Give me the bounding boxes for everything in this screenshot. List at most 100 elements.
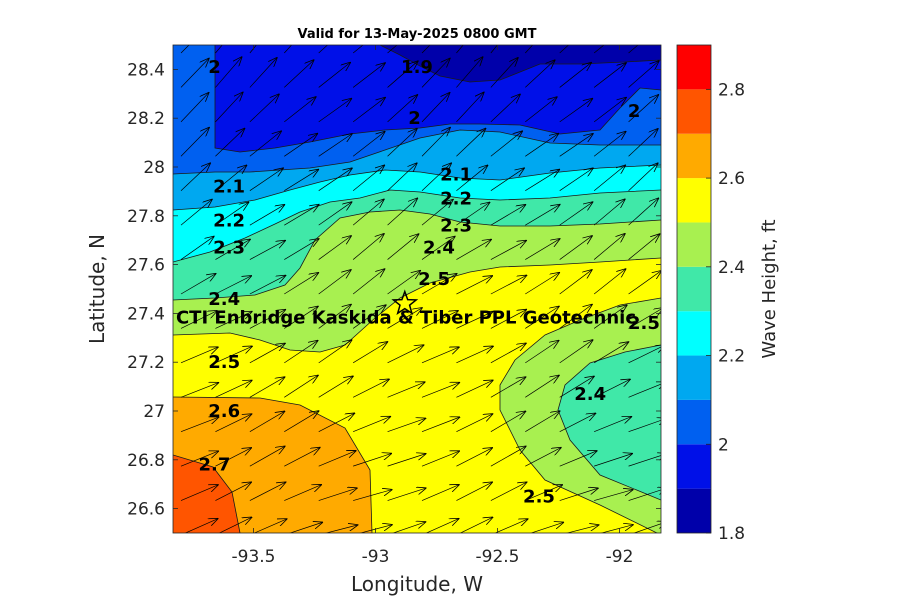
wave-direction-arrows xyxy=(180,45,661,533)
vector-arrow xyxy=(421,59,450,88)
vector-arrow xyxy=(318,99,352,123)
vector-arrow xyxy=(253,519,287,533)
vector-arrow xyxy=(318,413,355,433)
colorbar: 1.8 2 2.2 2.4 2.6 2.8 xyxy=(676,44,745,544)
contour-label: 2.4 xyxy=(208,289,240,310)
vector-arrow xyxy=(180,200,212,226)
vector-arrow xyxy=(180,417,218,433)
vector-arrow xyxy=(421,45,431,54)
vector-arrow xyxy=(387,198,418,226)
colorbar-segment xyxy=(677,355,711,400)
vector-arrow xyxy=(318,376,353,398)
vector-arrow xyxy=(249,241,285,260)
contour-label: 2.2 xyxy=(440,189,472,210)
vector-arrow xyxy=(559,270,592,295)
vector-arrow xyxy=(284,485,321,501)
vector-arrow xyxy=(628,198,659,226)
vector-arrow xyxy=(594,454,632,467)
vector-arrow xyxy=(387,488,426,501)
vector-arrow xyxy=(387,382,425,398)
vector-arrow xyxy=(421,274,457,295)
vector-arrow xyxy=(593,234,625,260)
vector-arrow xyxy=(284,239,318,260)
vector-arrow xyxy=(215,414,251,433)
vector-arrow xyxy=(628,271,661,295)
vector-arrow xyxy=(594,417,631,433)
contour-label: 2.5 xyxy=(523,486,555,507)
vector-arrow xyxy=(593,165,625,191)
vector-arrow xyxy=(218,517,251,533)
colorbar-tick-label: 2.8 xyxy=(718,80,745,100)
vector-arrow xyxy=(318,451,356,467)
vector-arrow xyxy=(594,490,632,501)
vector-arrow xyxy=(284,375,318,398)
vector-arrow xyxy=(318,236,351,260)
colorbar-tick-label: 1.8 xyxy=(718,524,745,544)
colorbar-segment xyxy=(677,444,711,489)
vector-arrow xyxy=(318,63,350,88)
vector-arrow xyxy=(421,163,451,191)
site-label: CTI Enbridge Kaskida & Tiber PPL Geotech… xyxy=(176,308,636,329)
vector-arrow xyxy=(284,448,319,467)
contour-label: 2 xyxy=(628,101,641,122)
y-tick-label: 27.8 xyxy=(127,207,165,227)
colorbar-tick-label: 2.2 xyxy=(718,347,745,367)
y-tick-label: 28.4 xyxy=(127,60,165,80)
contour-labels: 2 1.92 22.12.12.22.22.32.32.42.52.42.52.52… xyxy=(199,57,660,507)
x-axis: -93.5 -93 -92.5 -92 xyxy=(232,45,633,567)
vector-arrow xyxy=(249,310,285,329)
vector-arrow xyxy=(353,454,391,467)
vector-arrow xyxy=(490,275,526,295)
y-tick-label: 26.8 xyxy=(127,451,165,471)
vector-arrow xyxy=(525,341,558,364)
site-marker: CTI Enbridge Kaskida & Tiber PPL Geotech… xyxy=(176,289,636,329)
vector-arrow xyxy=(490,205,525,226)
colorbar-segment xyxy=(677,399,711,445)
contour-plot-area xyxy=(173,45,661,533)
vector-arrow xyxy=(490,131,522,157)
vector-arrow xyxy=(249,58,277,88)
vector-arrow xyxy=(215,93,242,123)
colorbar-segment xyxy=(677,222,711,267)
contour-label: 2.2 xyxy=(213,211,245,232)
vector-arrow xyxy=(490,482,527,501)
vector-arrow xyxy=(180,383,218,398)
vector-arrow xyxy=(387,95,418,123)
vector-arrow xyxy=(628,418,661,433)
plot-frame xyxy=(172,44,662,534)
vector-arrow xyxy=(456,276,492,295)
vector-arrow xyxy=(490,168,524,192)
vector-arrow xyxy=(525,170,559,192)
vector-arrow xyxy=(249,276,285,295)
vector-arrow xyxy=(421,93,450,123)
vector-arrow xyxy=(628,454,661,467)
vector-arrow xyxy=(215,346,251,364)
vector-arrow xyxy=(249,446,285,467)
vector-arrow xyxy=(490,45,498,54)
colorbar-segment xyxy=(677,488,711,533)
vector-arrow xyxy=(353,417,390,433)
vector-arrow xyxy=(490,343,526,364)
vector-arrow xyxy=(318,45,329,54)
vector-arrow xyxy=(421,451,459,467)
vector-arrow xyxy=(628,163,658,191)
vector-arrow xyxy=(352,165,384,191)
vector-arrow xyxy=(559,168,593,192)
vector-arrow xyxy=(249,45,257,54)
vector-arrow xyxy=(421,237,455,260)
vector-arrow xyxy=(215,165,246,191)
x-tick-label: -93 xyxy=(362,547,390,567)
vector-arrow xyxy=(559,413,596,433)
vector-arrow xyxy=(456,165,487,191)
vector-arrow xyxy=(249,343,285,364)
vector-arrow xyxy=(628,129,658,157)
vector-arrow xyxy=(525,307,558,329)
vector-arrow xyxy=(490,58,518,88)
colorbar-segment xyxy=(677,45,711,90)
contour-label: 2.5 xyxy=(208,352,240,373)
vector-arrow xyxy=(180,59,209,88)
vector-arrow xyxy=(318,168,352,192)
contour-label: 2.5 xyxy=(628,313,660,334)
vector-arrow xyxy=(628,234,660,260)
vector-arrow xyxy=(456,203,489,226)
